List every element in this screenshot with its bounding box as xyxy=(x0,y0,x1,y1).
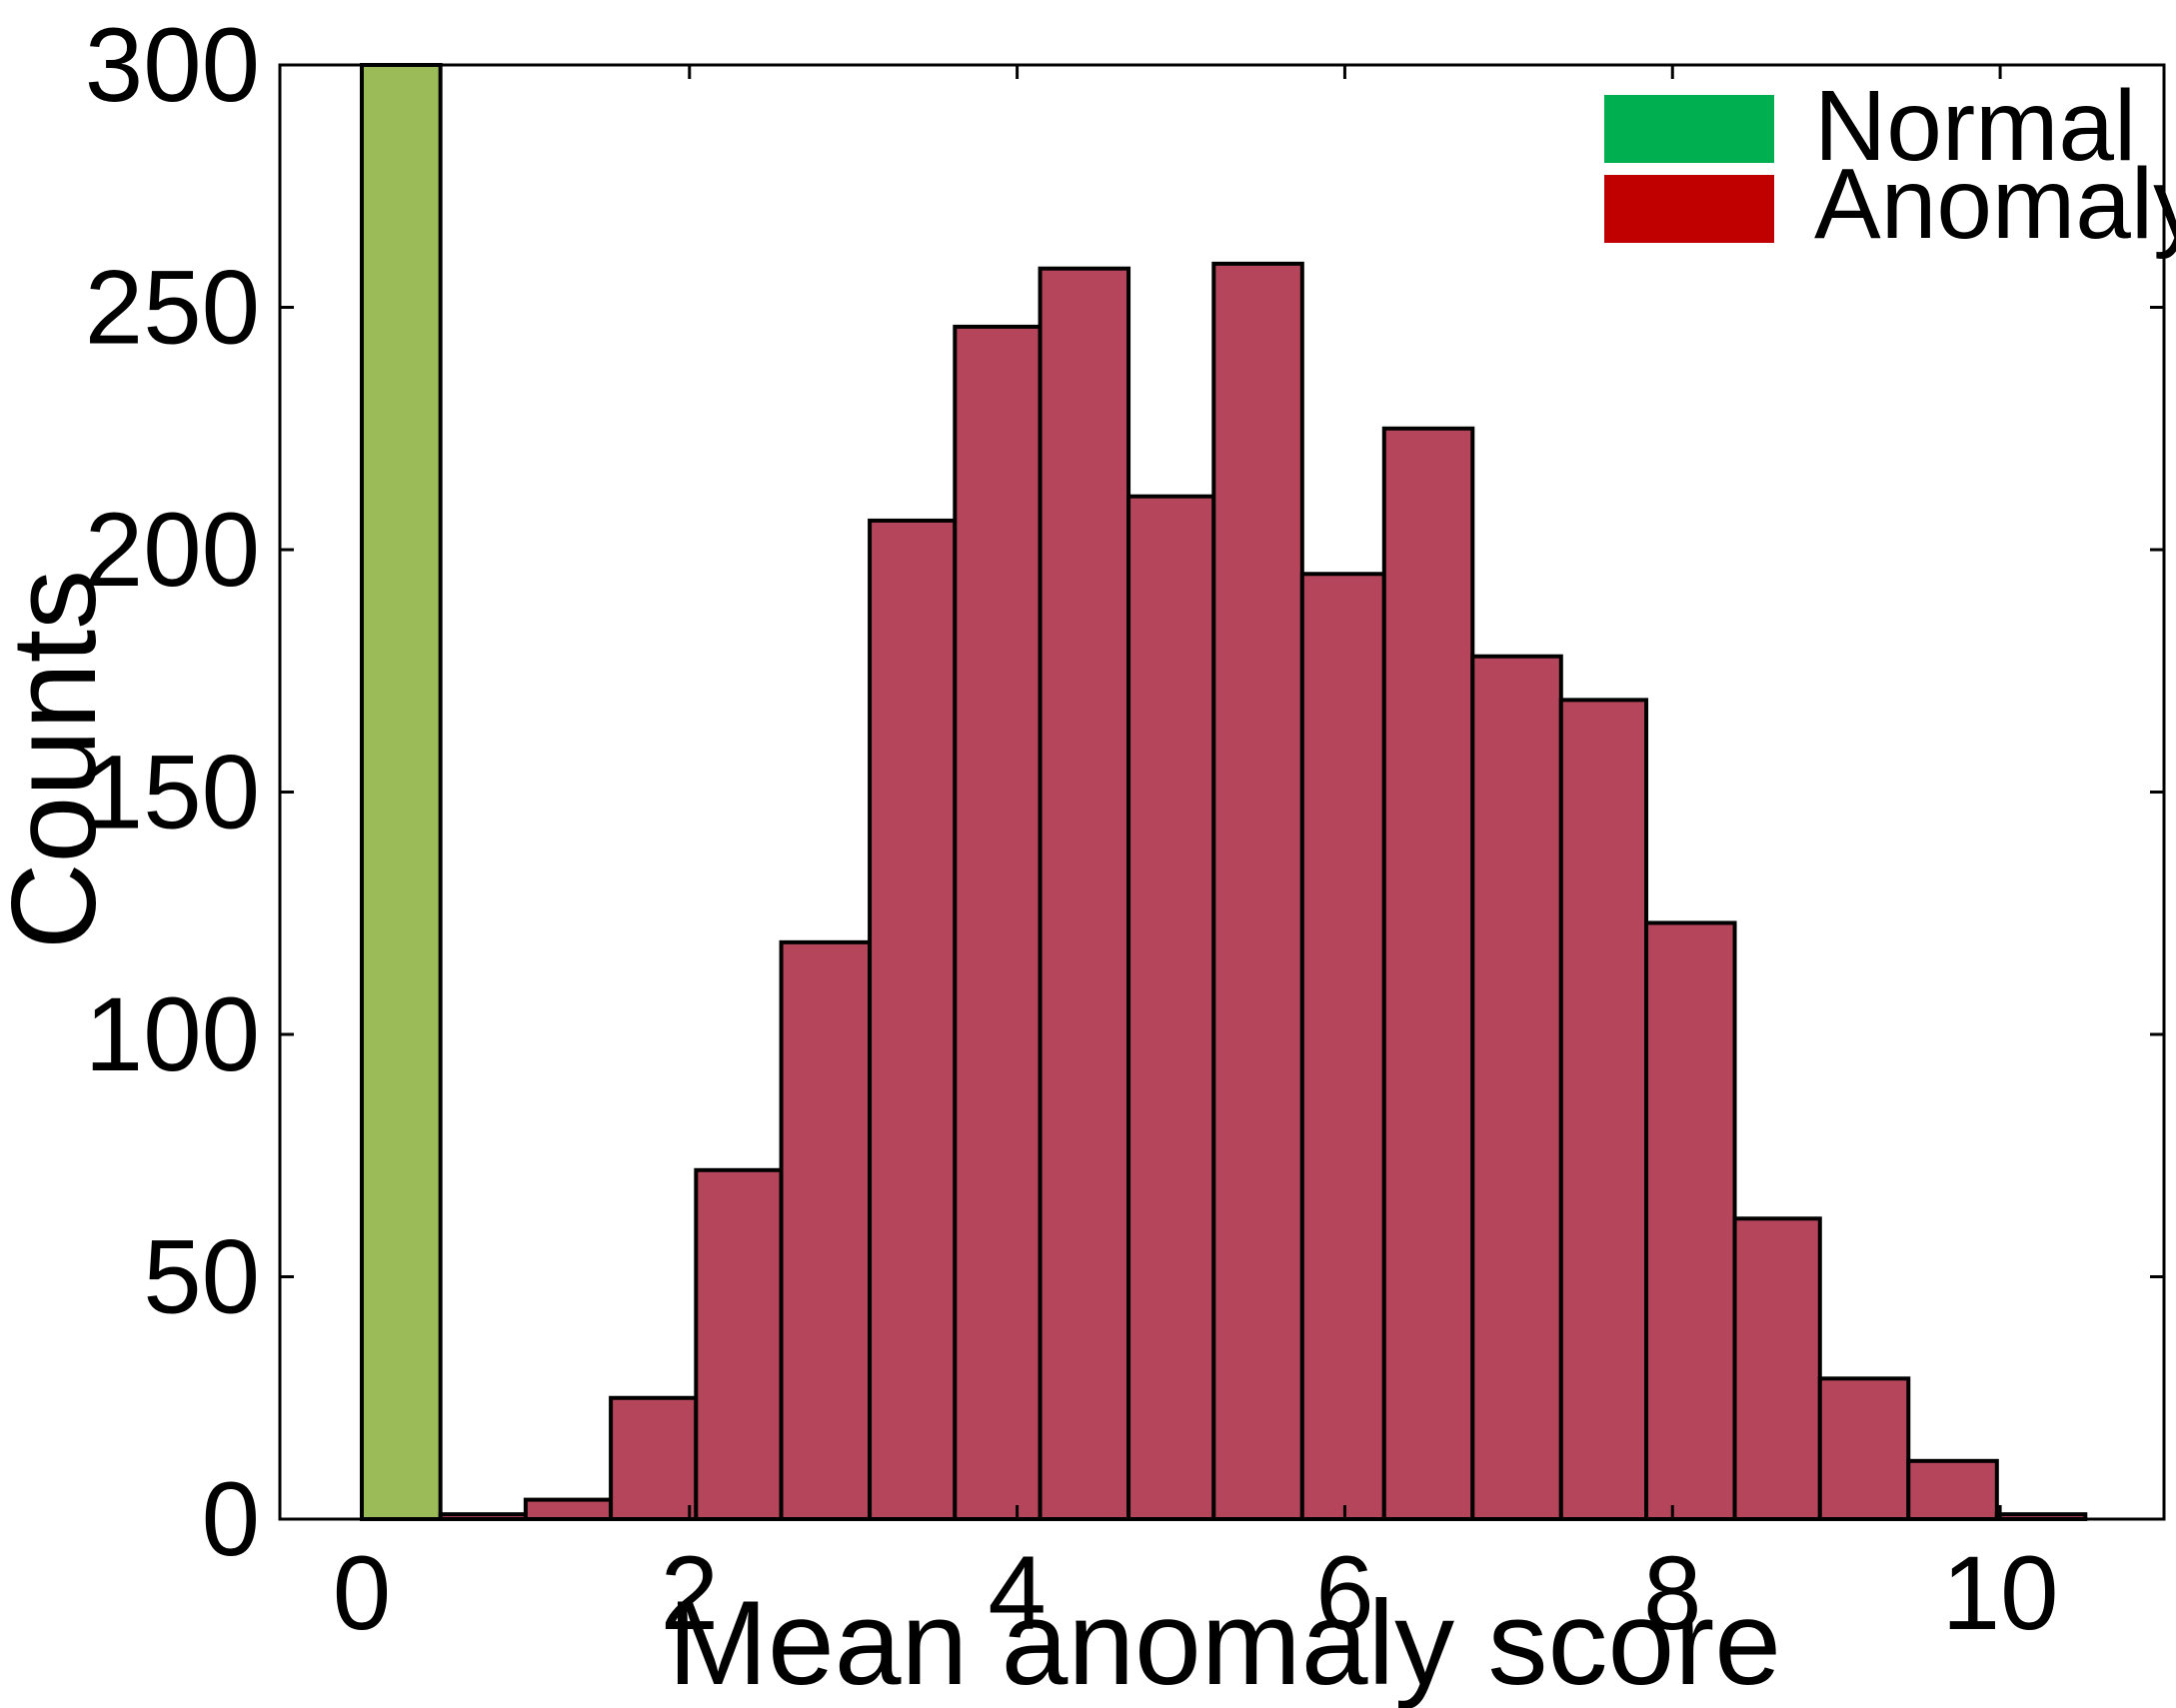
y-tick-label-3: 150 xyxy=(85,735,260,852)
bar-anomaly-17 xyxy=(1906,1458,1999,1522)
x-tick-label-5: 10 xyxy=(1942,1535,2059,1652)
bar-anomaly-4 xyxy=(779,939,873,1521)
bar-anomaly-7 xyxy=(1038,266,1131,1522)
x-tick-label-2: 4 xyxy=(988,1535,1046,1652)
y-tick-label-2: 100 xyxy=(85,976,260,1093)
x-tick-label-3: 6 xyxy=(1315,1535,1373,1652)
x-tick-label-0: 0 xyxy=(333,1535,391,1652)
bar-anomaly-1 xyxy=(523,1497,614,1521)
bars-group xyxy=(359,63,2088,1522)
ticks-group xyxy=(280,63,2164,1521)
y-axis-title: Counts xyxy=(0,570,121,949)
x-tick-label-1: 2 xyxy=(661,1535,719,1652)
bar-anomaly-6 xyxy=(953,324,1043,1521)
bar-anomaly-8 xyxy=(1126,494,1216,1521)
y-tick-label-4: 200 xyxy=(85,492,260,609)
bar-anomaly-15 xyxy=(1732,1216,1822,1522)
bar-anomaly-16 xyxy=(1817,1376,1911,1521)
y-tick-label-6: 300 xyxy=(85,7,260,124)
bar-anomaly-14 xyxy=(1644,920,1737,1521)
x-axis-title: Mean anomaly score xyxy=(668,1576,1781,1708)
bar-anomaly-5 xyxy=(868,518,958,1521)
y-tick-label-1: 50 xyxy=(143,1219,260,1336)
bar-anomaly-3 xyxy=(694,1167,784,1522)
legend-swatch-anomaly xyxy=(1604,175,1774,243)
legend-label-anomaly: Anomaly xyxy=(1814,148,2176,260)
legend: Normal Anomaly xyxy=(1604,70,2176,260)
bar-anomaly-11 xyxy=(1381,426,1475,1521)
x-tick-label-4: 8 xyxy=(1643,1535,1701,1652)
bar-anomaly-12 xyxy=(1470,654,1563,1521)
legend-label-normal: Normal xyxy=(1814,70,2136,182)
legend-swatch-normal xyxy=(1604,95,1774,163)
bar-normal-0 xyxy=(359,63,443,1521)
bar-anomaly-2 xyxy=(609,1395,699,1521)
bar-anomaly-9 xyxy=(1211,261,1304,1522)
y-tick-label-0: 0 xyxy=(202,1461,260,1578)
bar-anomaly-10 xyxy=(1299,572,1386,1521)
y-tick-label-5: 250 xyxy=(85,250,260,367)
bar-anomaly-13 xyxy=(1558,698,1649,1521)
